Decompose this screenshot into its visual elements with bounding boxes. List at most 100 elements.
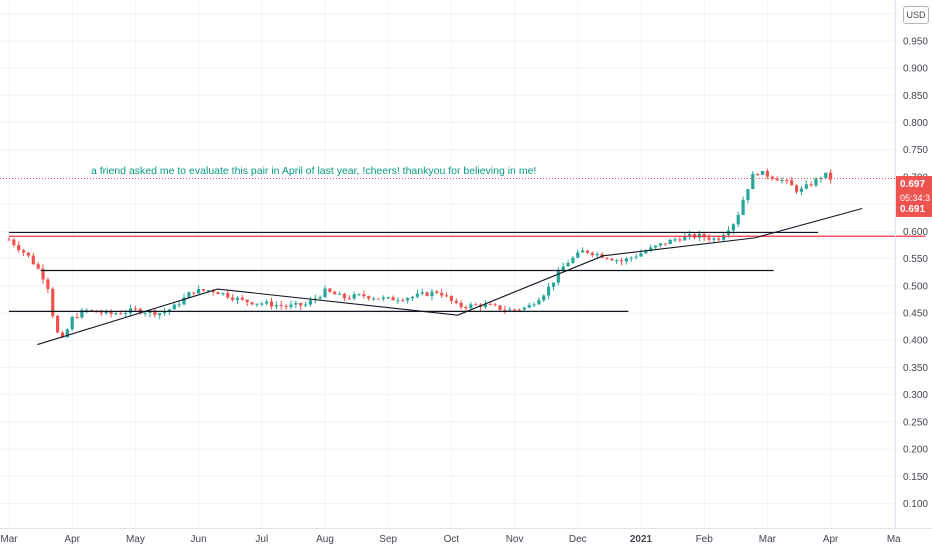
candle-body — [153, 310, 157, 316]
candle-body — [172, 304, 176, 310]
candle-body — [678, 239, 682, 241]
candle-body — [751, 173, 755, 190]
candle-body — [133, 308, 137, 310]
chart-annotation[interactable]: a friend asked me to evaluate this pair … — [91, 165, 536, 177]
candle-body — [17, 245, 21, 251]
candle-body — [804, 184, 808, 189]
time-tick-label: 2021 — [630, 534, 653, 545]
candle-body — [294, 303, 298, 305]
candle-body — [386, 297, 390, 299]
candle-body — [260, 303, 264, 305]
candle-body — [362, 294, 366, 297]
candle-body — [372, 298, 376, 300]
bar-countdown: 05:34:3 — [900, 193, 931, 203]
candle-body — [576, 252, 580, 258]
candle-body — [765, 170, 769, 177]
price-tick-label: 0.850 — [903, 91, 928, 102]
horizontal-levels[interactable] — [9, 231, 926, 312]
candle-body — [824, 172, 828, 179]
candle-body — [459, 302, 463, 308]
candle-body — [182, 297, 186, 305]
candle-body — [347, 298, 351, 300]
candle-body — [799, 188, 804, 192]
candle-body — [303, 304, 308, 306]
candle-body — [717, 238, 721, 240]
candle-body — [352, 294, 356, 299]
candle-body — [683, 236, 687, 241]
candle-body — [639, 253, 643, 257]
candle-body — [265, 301, 269, 304]
candle-body — [201, 289, 206, 291]
candle-body — [649, 247, 653, 252]
time-axis[interactable]: Mar Apr May Jun Jul Aug Sep Oct Nov Dec 2021 Feb Mar… — [0, 534, 901, 545]
candle-body — [406, 298, 410, 301]
candle-body — [187, 292, 191, 298]
candle-body — [226, 292, 230, 298]
price-tick-label: 0.350 — [903, 363, 928, 374]
candle-body — [80, 310, 84, 318]
price-axis[interactable]: 1.0000.9500.9000.8500.8000.7500.7000.650… — [903, 9, 928, 510]
candle-body — [342, 293, 347, 299]
candle-body — [464, 307, 468, 309]
candle-body — [712, 238, 716, 240]
candle-body — [722, 234, 726, 240]
candle-body — [216, 292, 220, 295]
candle-body — [410, 296, 415, 299]
candle-body — [668, 239, 672, 245]
candle-body — [60, 332, 65, 338]
trend-lines[interactable] — [37, 207, 863, 346]
candle-body — [367, 296, 371, 299]
candle-body — [46, 279, 50, 289]
price-tick-label: 0.750 — [903, 145, 928, 156]
candle-body — [269, 301, 274, 307]
candle-body — [235, 297, 240, 300]
price-tick-label: 0.300 — [903, 390, 928, 401]
candle-body — [590, 252, 594, 256]
candle-body — [158, 313, 162, 316]
candle-body — [629, 257, 633, 259]
time-tick-label: Nov — [506, 534, 524, 545]
price-tick-label: 0.200 — [903, 445, 928, 456]
currency-label[interactable]: USD — [903, 6, 929, 24]
candle-body — [31, 255, 35, 265]
candle-body — [663, 243, 667, 245]
candle-body — [756, 173, 760, 175]
candle-body — [231, 297, 235, 300]
time-tick-label: Dec — [569, 534, 587, 545]
candle-body — [566, 262, 570, 267]
candle-body — [770, 176, 774, 179]
candle-body — [250, 302, 254, 305]
candle-body — [731, 224, 735, 231]
time-tick-label: Feb — [696, 534, 714, 545]
candle-body — [415, 293, 419, 297]
time-tick-label: May — [126, 534, 145, 545]
price-tick-label: 0.450 — [903, 308, 928, 319]
time-tick-label: Jul — [255, 534, 268, 545]
candle-body — [814, 178, 818, 186]
candle-body — [162, 311, 167, 314]
candle-body — [561, 266, 565, 272]
price-tick-label: 0.100 — [903, 499, 928, 510]
candle-body — [124, 312, 128, 314]
candle-body — [498, 305, 502, 310]
candle-body — [65, 329, 69, 338]
candle-body — [517, 309, 522, 311]
candle-body — [688, 234, 692, 237]
candle-body — [357, 294, 361, 296]
candle-body — [653, 245, 658, 248]
candle-body — [401, 300, 405, 302]
price-tick-label: 0.800 — [903, 118, 928, 129]
candle-body — [522, 307, 526, 310]
candle-body — [119, 313, 123, 315]
candle-body — [56, 315, 60, 333]
candle-body — [177, 304, 181, 306]
candle-body — [420, 292, 424, 294]
candle-body — [503, 309, 507, 311]
candle-body — [51, 288, 55, 316]
candle-body — [483, 303, 488, 307]
candle-body — [143, 312, 147, 314]
candle-body — [206, 290, 210, 292]
candle-body — [644, 251, 648, 254]
candle-body — [547, 286, 551, 296]
